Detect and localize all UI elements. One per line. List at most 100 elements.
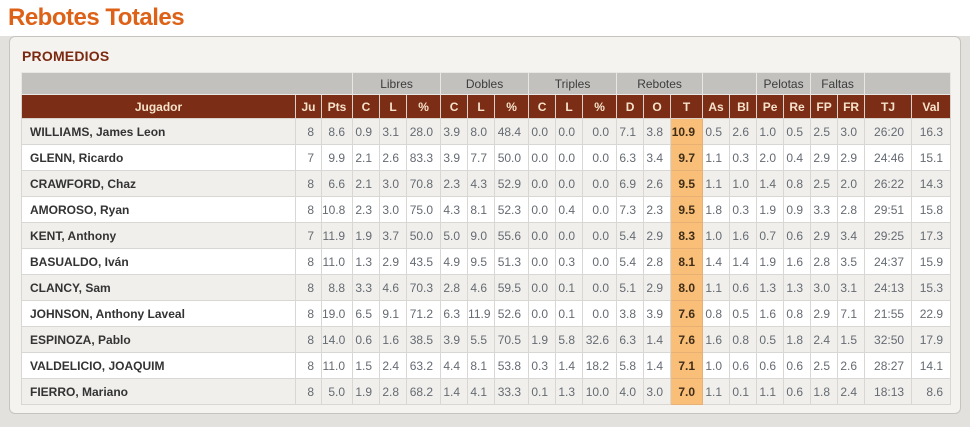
- total-rebounds-cell: 7.1: [670, 352, 704, 379]
- stat-cell: 3.9: [440, 144, 469, 171]
- stat-cell: 1.8: [702, 196, 731, 223]
- stat-cell: 1.4: [729, 248, 758, 275]
- stat-cell: 0.6: [352, 326, 381, 353]
- stat-cell: 6.3: [616, 144, 645, 171]
- stat-cell: 7: [295, 222, 322, 249]
- stat-cell: 9.5: [467, 248, 496, 275]
- stat-cell: 0.6: [756, 352, 785, 379]
- stat-cell: 1.5: [352, 352, 381, 379]
- stat-cell: 75.0: [406, 196, 442, 223]
- stat-cell: 5.8: [555, 326, 584, 353]
- table-row: FIERRO, Mariano 8 5.0 1.9 2.8 68.2 1.4 4.1 33.3 0…: [21, 378, 952, 405]
- stat-cell: 14.0: [320, 326, 354, 353]
- stat-cell: 2.5: [810, 118, 839, 145]
- stat-cell: 1.4: [702, 248, 731, 275]
- stat-cell: 3.0: [837, 118, 866, 145]
- stat-cell: 3.0: [379, 170, 408, 197]
- stat-cell: 4.0: [616, 378, 645, 405]
- stat-cell: 18.2: [582, 352, 618, 379]
- stat-cell: 28.0: [406, 118, 442, 145]
- group-header-dobles: Dobles: [440, 72, 530, 95]
- total-rebounds-cell: 8.0: [670, 274, 704, 301]
- stat-cell: 7.1: [837, 300, 866, 327]
- stat-cell: 1.0: [729, 170, 758, 197]
- stat-cell: 52.3: [494, 196, 530, 223]
- stat-cell: 4.9: [440, 248, 469, 275]
- stat-cell: 1.1: [702, 378, 731, 405]
- column-header-jugador: Jugador: [21, 94, 296, 119]
- stat-cell: 52.9: [494, 170, 530, 197]
- total-rebounds-cell: 10.9: [670, 118, 704, 145]
- stat-cell: 8.8: [320, 274, 354, 301]
- stat-cell: 50.0: [494, 144, 530, 171]
- column-header-pts: Pts: [320, 94, 354, 119]
- stat-cell: 1.6: [783, 248, 812, 275]
- stat-cell: 1.6: [729, 222, 758, 249]
- stat-cell: 22.9: [911, 300, 952, 327]
- group-header-triples: Triples: [528, 72, 618, 95]
- stat-cell: 24:37: [864, 248, 913, 275]
- stat-cell: 3.4: [837, 222, 866, 249]
- stat-cell: 0.1: [528, 378, 557, 405]
- stat-cell: 0.0: [582, 196, 618, 223]
- stat-cell: 2.4: [379, 352, 408, 379]
- stat-cell: 3.8: [643, 118, 672, 145]
- stat-cell: 1.3: [783, 274, 812, 301]
- section-title: PROMEDIOS: [22, 48, 110, 64]
- stat-cell: 70.3: [406, 274, 442, 301]
- player-name-cell: CLANCY, Sam: [21, 274, 296, 301]
- stat-cell: 0.3: [528, 352, 557, 379]
- stat-cell: 3.3: [352, 274, 381, 301]
- stat-cell: 0.5: [702, 118, 731, 145]
- stat-cell: 55.6: [494, 222, 530, 249]
- column-header-val: Val: [911, 94, 952, 119]
- group-header-faltas: Faltas: [810, 72, 866, 95]
- stat-cell: 0.0: [582, 144, 618, 171]
- stat-cell: 0.6: [783, 352, 812, 379]
- stat-cell: 2.8: [379, 378, 408, 405]
- stat-cell: 0.4: [555, 196, 584, 223]
- stat-cell: 1.3: [756, 274, 785, 301]
- stat-cell: 2.8: [837, 196, 866, 223]
- stat-cell: 71.2: [406, 300, 442, 327]
- stat-cell: 2.9: [643, 274, 672, 301]
- group-header-empty: [702, 72, 758, 95]
- stat-cell: 17.9: [911, 326, 952, 353]
- page-header: Rebotes Totales: [0, 0, 970, 36]
- stat-cell: 3.9: [440, 118, 469, 145]
- stat-cell: 2.3: [352, 196, 381, 223]
- stat-cell: 2.9: [379, 248, 408, 275]
- stat-cell: 4.6: [467, 274, 496, 301]
- stat-cell: 1.9: [352, 222, 381, 249]
- stat-cell: 8.1: [467, 352, 496, 379]
- stat-cell: 5.5: [467, 326, 496, 353]
- stat-cell: 2.1: [352, 144, 381, 171]
- stat-cell: 1.1: [702, 170, 731, 197]
- stat-cell: 0.0: [582, 222, 618, 249]
- stat-cell: 0.0: [582, 300, 618, 327]
- stat-cell: 53.8: [494, 352, 530, 379]
- stat-cell: 68.2: [406, 378, 442, 405]
- stat-cell: 8.6: [320, 118, 354, 145]
- table-row: CRAWFORD, Chaz 8 6.6 2.1 3.0 70.8 2.3 4.3 52.9 0.…: [21, 170, 952, 197]
- stat-cell: 8: [295, 170, 322, 197]
- stat-cell: 43.5: [406, 248, 442, 275]
- group-header-row: Libres Dobles Triples Rebotes Pelotas Faltas: [20, 72, 952, 95]
- stat-cell: 1.8: [783, 326, 812, 353]
- stat-cell: 5.4: [616, 222, 645, 249]
- stat-cell: 0.0: [555, 222, 584, 249]
- stat-cell: 8: [295, 352, 322, 379]
- stat-cell: 1.3: [352, 248, 381, 275]
- stat-cell: 70.8: [406, 170, 442, 197]
- table-row: CLANCY, Sam 8 8.8 3.3 4.6 70.3 2.8 4.6 59.5 0.0 0.…: [21, 274, 952, 301]
- stat-cell: 15.9: [911, 248, 952, 275]
- table-row: ESPINOZA, Pablo 8 14.0 0.6 1.6 38.5 3.9 5.5 70.5…: [21, 326, 952, 353]
- stat-cell: 3.0: [643, 378, 672, 405]
- stat-cell: 0.3: [555, 248, 584, 275]
- stat-cell: 3.7: [379, 222, 408, 249]
- stat-cell: 50.0: [406, 222, 442, 249]
- total-rebounds-cell: 7.6: [670, 300, 704, 327]
- column-header-t: T: [670, 94, 704, 119]
- column-header-c: C: [440, 94, 469, 119]
- stat-cell: 8: [295, 300, 322, 327]
